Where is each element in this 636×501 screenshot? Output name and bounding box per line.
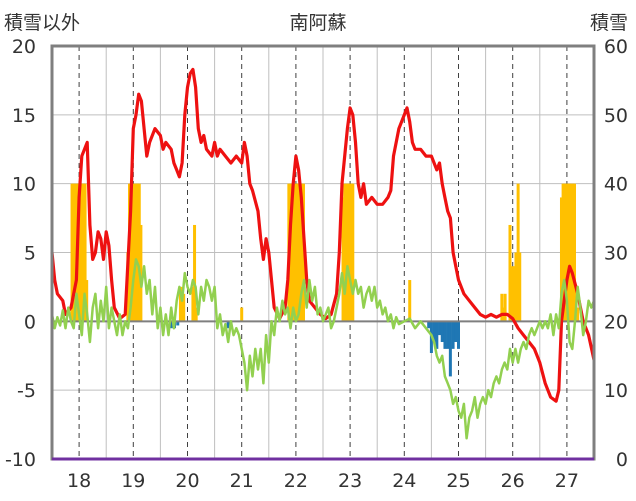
x-tick-label: 19	[121, 470, 145, 492]
negative-bar	[435, 321, 439, 349]
y-right-tick-label: 0	[616, 449, 628, 471]
negative-bar	[226, 321, 230, 329]
snow-bar	[508, 224, 512, 322]
snow-bar	[576, 307, 580, 322]
snow-bar	[139, 224, 143, 322]
snow-bar	[518, 252, 522, 322]
snow-bar	[511, 266, 515, 322]
snow-bar	[83, 183, 87, 322]
snow-bar	[136, 183, 140, 322]
red-line	[50, 67, 596, 403]
negative-bar	[427, 321, 431, 329]
snow-bar	[561, 183, 565, 322]
y-left-tick-label: -5	[17, 380, 36, 402]
y-right-tick-label: 50	[604, 105, 628, 127]
snow-bar	[500, 293, 504, 322]
snow-bar	[512, 266, 516, 322]
negative-bar	[448, 321, 452, 377]
y-right-tick-label: 30	[604, 243, 628, 265]
snow-bar	[569, 183, 573, 322]
negative-bar	[451, 321, 455, 349]
snow-bar	[566, 183, 570, 322]
snow-bar	[295, 183, 299, 322]
x-tick-label: 23	[338, 470, 362, 492]
snow-bar	[193, 224, 197, 322]
y-right-tick-label: 20	[604, 311, 628, 333]
snow-bar	[408, 280, 412, 322]
snow-bar	[351, 183, 355, 322]
y-left-tick-label: 10	[12, 174, 36, 196]
snow-bar	[290, 183, 294, 322]
snow-bar	[137, 183, 141, 322]
negative-bar	[454, 321, 458, 342]
right-axis-title: 積雪	[589, 12, 628, 34]
snow-bar	[571, 183, 575, 322]
snow-bar	[563, 183, 567, 322]
snow-bar	[514, 252, 518, 322]
snow-bar	[568, 183, 572, 322]
snow-bar	[191, 286, 195, 322]
snow-bar	[293, 183, 297, 322]
y-right-tick-label: 10	[604, 380, 628, 402]
y-right-tick-label: 40	[604, 174, 628, 196]
x-tick-label: 20	[175, 470, 199, 492]
negative-bar	[440, 321, 444, 342]
snow-bar	[81, 183, 85, 322]
snow-bar	[131, 183, 135, 322]
snow-bar	[182, 293, 186, 322]
x-tick-label: 27	[555, 470, 579, 492]
snow-bar	[178, 286, 182, 322]
snow-bar	[134, 183, 138, 322]
snow-bar	[346, 183, 350, 322]
y-left-tick-label: -10	[5, 449, 36, 471]
negative-bar	[443, 321, 447, 349]
x-tick-label: 22	[284, 470, 308, 492]
x-tick-label: 18	[67, 470, 91, 492]
snow-bar	[559, 197, 563, 322]
snow-bar	[343, 183, 347, 322]
snow-bar	[78, 183, 82, 322]
x-tick-label: 26	[501, 470, 525, 492]
y-right-tick-label: 60	[604, 36, 628, 58]
left-axis-title: 積雪以外	[4, 12, 81, 34]
snow-bar	[194, 307, 198, 322]
negative-bar	[176, 321, 180, 326]
snow-bar	[503, 293, 507, 322]
snow-bar	[300, 183, 304, 322]
snow-bar	[297, 183, 301, 322]
x-tick-label: 21	[230, 470, 254, 492]
y-left-tick-label: 0	[24, 311, 36, 333]
x-tick-label: 24	[392, 470, 416, 492]
snow-bar	[292, 183, 296, 322]
snow-bar	[132, 183, 136, 322]
negative-bar	[446, 321, 450, 349]
snow-bar	[85, 280, 89, 322]
snow-bar	[240, 307, 244, 322]
snow-bar	[349, 183, 353, 322]
snow-bar	[70, 183, 74, 322]
snow-bar	[72, 183, 76, 322]
snow-bar	[341, 197, 345, 322]
negative-bar	[169, 321, 173, 329]
negative-bar	[432, 321, 436, 342]
snow-bar	[564, 183, 568, 322]
snow-bar	[298, 183, 302, 322]
x-tick-label: 25	[446, 470, 470, 492]
y-left-tick-label: 20	[12, 36, 36, 58]
negative-bar	[457, 321, 460, 349]
y-left-tick-label: 5	[24, 243, 36, 265]
snow-bar	[348, 183, 352, 322]
snow-bar	[516, 183, 520, 322]
snow-bar	[344, 183, 348, 322]
negative-bar	[438, 321, 442, 336]
green-line	[50, 258, 596, 440]
snow-bar	[129, 183, 133, 322]
chart-title: 南阿蘇	[289, 12, 347, 34]
snow-bar	[80, 183, 84, 322]
y-left-tick-label: 15	[12, 105, 36, 127]
snow-bar	[73, 183, 77, 322]
snow-bar	[180, 286, 184, 322]
snow-bar	[572, 183, 576, 322]
